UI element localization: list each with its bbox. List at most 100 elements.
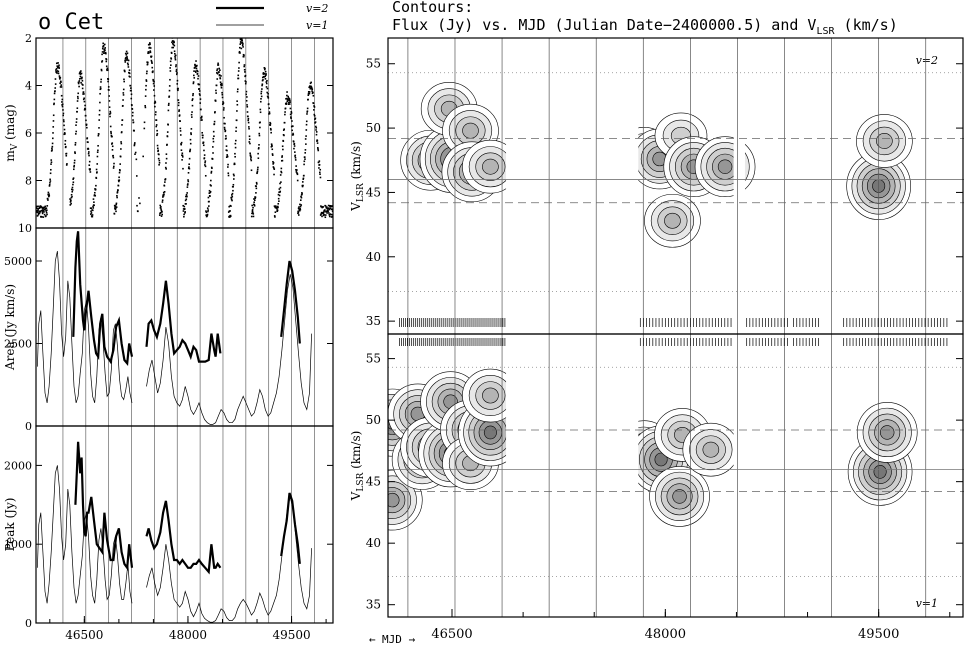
- light-curve-point: [217, 62, 219, 65]
- light-curve-point: [156, 134, 158, 137]
- light-curve-point: [216, 68, 219, 70]
- light-curve-point: [117, 189, 119, 191]
- light-curve-point: [307, 92, 310, 95]
- light-curve-point: [135, 175, 138, 177]
- light-curve-point: [274, 211, 277, 213]
- light-curve-point: [319, 168, 322, 171]
- light-curve-point: [90, 212, 93, 214]
- light-curve-point: [297, 210, 299, 213]
- light-curve-point: [72, 181, 75, 184]
- light-curve-point: [111, 135, 113, 138]
- light-curve-point: [37, 208, 40, 210]
- left-xtick-label: 46500: [65, 628, 103, 642]
- light-curve-point: [212, 146, 214, 148]
- v1-contour: [873, 465, 887, 479]
- light-curve-point: [71, 186, 74, 189]
- light-curve-point: [230, 205, 232, 207]
- light-curve-point: [125, 50, 128, 53]
- light-curve-point: [41, 209, 43, 212]
- light-curve-point: [266, 87, 269, 90]
- light-curve-point: [210, 184, 212, 187]
- peak-ytick-label: 0: [25, 617, 32, 630]
- light-curve-point: [61, 98, 64, 101]
- light-curve-point: [228, 215, 231, 217]
- light-curve-point: [93, 191, 96, 194]
- light-curve-point: [283, 121, 286, 124]
- light-curve-point: [72, 178, 74, 180]
- light-curve-point: [147, 61, 149, 64]
- light-curve-point: [290, 116, 292, 118]
- light-curve-point: [62, 114, 64, 117]
- light-curve-point: [124, 59, 126, 62]
- light-curve-point: [271, 145, 273, 147]
- left-panels: [36, 38, 333, 623]
- light-curve-point: [56, 66, 59, 69]
- light-curve-point: [82, 84, 84, 86]
- light-curve-point: [65, 164, 68, 166]
- light-curve-point: [314, 117, 317, 120]
- light-curve-point: [47, 191, 50, 194]
- light-curve-point: [85, 119, 87, 122]
- light-curve-point: [150, 55, 153, 58]
- light-curve-point: [59, 86, 62, 88]
- light-curve-point: [226, 154, 228, 156]
- light-curve-point: [303, 160, 306, 163]
- light-curve-point: [266, 91, 268, 94]
- light-curve-point: [70, 193, 73, 196]
- light-curve-point: [183, 213, 185, 216]
- light-curve-point: [85, 123, 88, 126]
- light-curve-point: [82, 93, 84, 95]
- light-curve-point: [133, 130, 135, 132]
- light-curve-point: [328, 215, 331, 218]
- light-curve-point: [102, 44, 105, 47]
- mag-ylabel-sub: V: [10, 143, 20, 151]
- light-curve-point: [176, 79, 179, 82]
- light-curve-point: [313, 105, 315, 107]
- light-curve-point: [214, 111, 216, 113]
- v2-data-gap: [506, 38, 639, 334]
- light-curve-point: [192, 81, 195, 83]
- light-curve-point: [265, 73, 267, 75]
- light-curve-point: [215, 84, 218, 87]
- light-curve-point: [290, 111, 293, 113]
- light-curve-point: [113, 213, 116, 215]
- light-curve-point: [253, 203, 256, 206]
- light-curve-point: [87, 152, 90, 155]
- light-curve-point: [181, 154, 184, 157]
- light-curve-point: [95, 177, 98, 179]
- light-curve-point: [254, 197, 257, 199]
- light-curve-point: [48, 194, 51, 197]
- light-curve-point: [179, 120, 181, 122]
- light-curve-point: [124, 70, 126, 73]
- light-curve-point: [256, 183, 258, 185]
- light-curve-point: [112, 156, 115, 159]
- v2-contour: [876, 133, 893, 149]
- light-curve-point: [302, 177, 305, 180]
- light-curve-point: [109, 110, 112, 113]
- light-curve-point: [250, 156, 252, 159]
- light-curve-point: [46, 205, 49, 207]
- light-curve-point: [71, 195, 73, 198]
- light-curve-point: [161, 213, 164, 216]
- light-curve-point: [174, 57, 177, 59]
- light-curve-point: [275, 205, 277, 207]
- light-curve-point: [99, 86, 102, 88]
- light-curve-point: [89, 168, 91, 170]
- light-curve-point: [182, 208, 185, 210]
- light-curve-point: [318, 171, 321, 174]
- light-curve-point: [144, 104, 146, 107]
- light-curve-point: [70, 202, 72, 205]
- light-curve-point: [240, 38, 243, 40]
- light-curve-point: [204, 160, 207, 162]
- light-curve-point: [248, 141, 251, 143]
- light-curve-point: [64, 133, 66, 135]
- light-curve-point: [97, 133, 100, 135]
- light-curve-point: [120, 148, 122, 150]
- light-curve-point: [90, 213, 92, 215]
- light-curve-point: [281, 156, 283, 158]
- light-curve-point: [63, 124, 65, 127]
- light-curve-point: [87, 141, 89, 144]
- light-curve-point: [257, 152, 259, 155]
- light-curve-point: [170, 58, 173, 60]
- light-curve-point: [159, 212, 162, 214]
